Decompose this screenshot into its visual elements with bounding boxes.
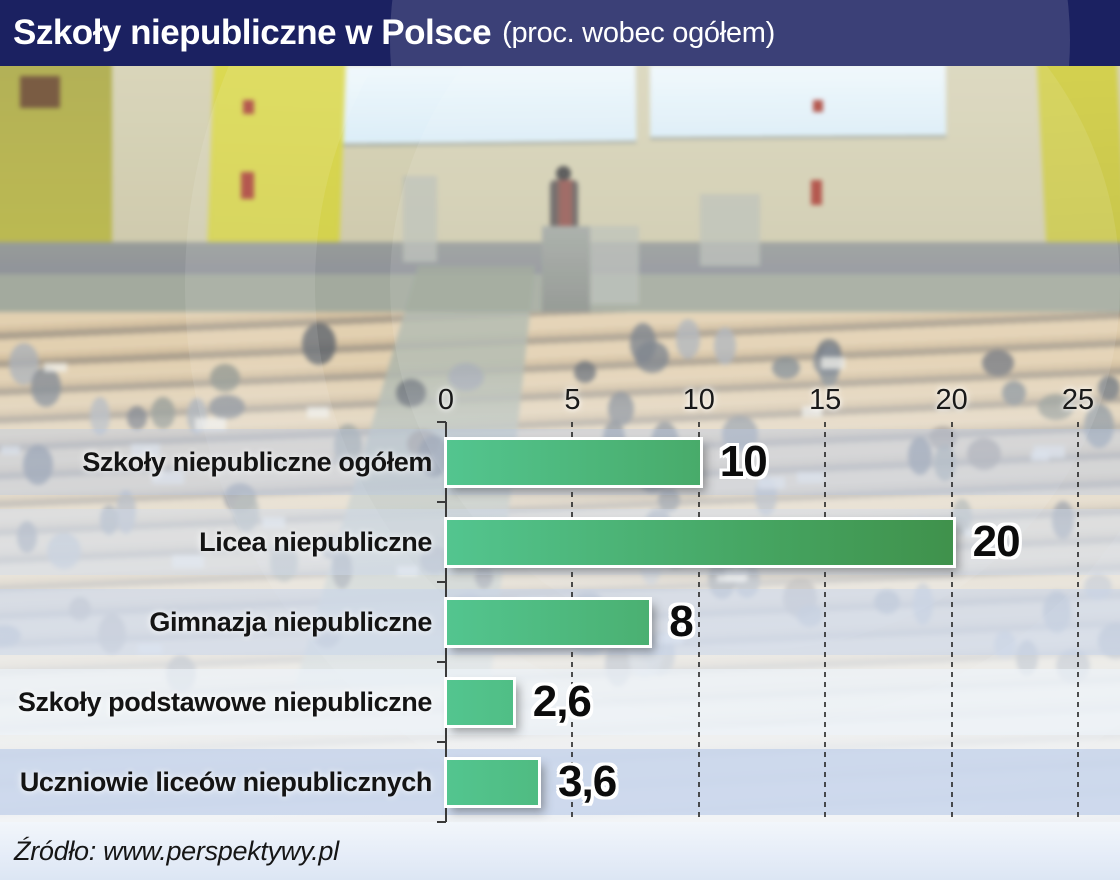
title-bar: Szkoły niepubliczne w Polsce (proc. wobe…: [0, 0, 1120, 66]
category-label: Uczniowie liceów niepublicznych: [19, 766, 433, 797]
bar-value-label: 8: [669, 597, 694, 646]
fire-extinguisher: [813, 100, 823, 112]
stage-table: [583, 226, 639, 304]
category-label: Gimnazja niepubliczne: [149, 606, 432, 637]
axis-tick-mark: [437, 741, 446, 743]
bar-value-label: 3,6: [558, 757, 617, 806]
title-watermark-circle: [390, 0, 1070, 66]
axis-tick-label: 0: [437, 384, 455, 416]
category-label: Szkoły podstawowe niepubliczne: [17, 686, 432, 717]
lecturer-figure: [550, 180, 578, 232]
bar-value-label: 10: [719, 437, 768, 486]
bar-value-label: 2,6: [532, 677, 592, 726]
wall-box: [20, 76, 60, 108]
axis-tick-mark: [437, 661, 446, 663]
gridline: [824, 422, 827, 822]
source-attribution: Źródło: www.perspektywy.pl: [14, 836, 339, 866]
fire-extinguisher: [811, 180, 822, 205]
bar: [447, 439, 700, 485]
stage-table: [700, 194, 760, 266]
axis-tick-mark: [437, 421, 446, 423]
footer-band: [0, 822, 1120, 880]
stage-table: [403, 176, 437, 262]
bar: [447, 519, 953, 565]
category-label: Szkoły niepubliczne ogółem: [82, 446, 432, 477]
axis-tick-mark: [437, 821, 446, 823]
page-title: Szkoły niepubliczne w Polsce: [13, 13, 492, 52]
axis-tick-mark: [437, 501, 446, 503]
axis-tick-label: 15: [809, 384, 842, 416]
fire-extinguisher: [243, 100, 254, 114]
axis-tick-label: 5: [564, 384, 581, 416]
gridline: [950, 422, 953, 822]
page-title-qualifier: (proc. wobec ogółem): [502, 16, 775, 49]
axis-tick-label: 10: [682, 384, 715, 416]
bar: [447, 599, 650, 645]
axis-tick-mark: [437, 581, 446, 583]
lecturer-figure: [556, 166, 571, 181]
y-axis-line: [445, 422, 447, 822]
fire-extinguisher: [241, 172, 254, 199]
row-stripe: [0, 749, 1120, 815]
bar: [447, 759, 538, 805]
bar: [447, 679, 513, 725]
bar-value-label: 20: [972, 517, 1021, 566]
category-label: Licea niepubliczne: [199, 526, 432, 557]
gridline: [697, 422, 700, 822]
gridline: [1077, 422, 1079, 822]
lecturer-podium: [542, 226, 590, 318]
row-stripe: [0, 669, 1120, 735]
axis-tick-label: 25: [1061, 384, 1095, 416]
axis-tick-label: 20: [935, 384, 968, 416]
